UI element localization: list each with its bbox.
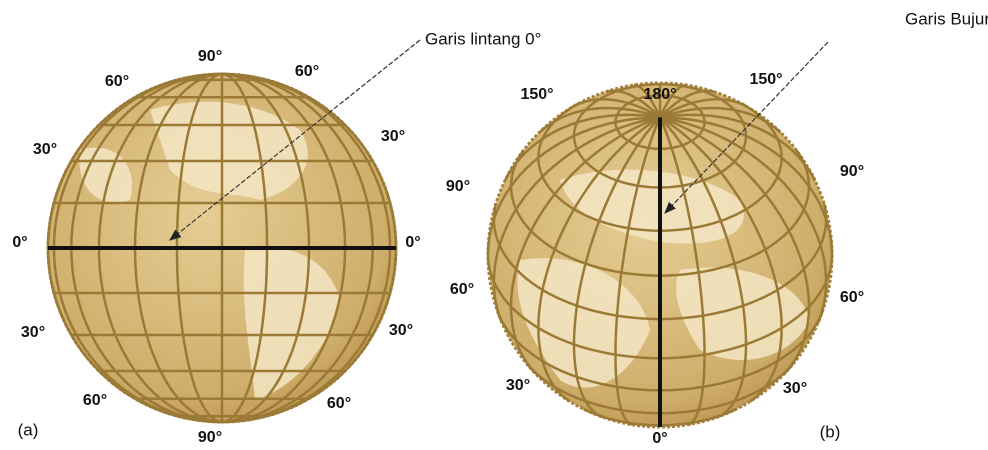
degree-label: 150° <box>520 86 553 103</box>
degree-label: 90° <box>198 48 222 65</box>
longitude-line <box>572 116 661 419</box>
longitude-line <box>659 116 783 403</box>
longitude-line <box>537 116 661 403</box>
degree-label: 60° <box>83 392 107 409</box>
longitude-line <box>659 116 834 256</box>
degree-label: 30° <box>389 322 413 339</box>
longitude-line <box>659 113 817 182</box>
longitude-line <box>509 116 661 375</box>
degree-label: 0° <box>405 234 420 251</box>
degree-label: 30° <box>21 324 45 341</box>
degree-label: 0° <box>652 430 667 447</box>
longitude-line <box>605 89 661 119</box>
degree-label: 60° <box>450 281 474 298</box>
longitude-line <box>614 116 662 426</box>
degree-label: 30° <box>783 380 807 397</box>
longitude-line <box>573 98 661 119</box>
longitude-line <box>492 116 661 324</box>
degree-label: 90° <box>446 178 470 195</box>
globe-label: (a) <box>18 420 39 439</box>
degree-label: 60° <box>105 73 129 90</box>
annotation-arrow <box>169 39 421 241</box>
longitude-line <box>486 116 661 256</box>
longitude-line <box>658 116 706 426</box>
degree-label: 30° <box>381 128 405 145</box>
degree-label: 90° <box>198 429 222 446</box>
landmass <box>243 247 340 400</box>
longitude-line <box>659 116 828 324</box>
longitude-line <box>658 83 687 118</box>
longitude-line <box>659 116 748 419</box>
globe-label: (b) <box>820 422 841 441</box>
degree-label: 90° <box>840 163 864 180</box>
degree-label: 150° <box>749 71 782 88</box>
landmass <box>560 169 744 244</box>
degree-label: 60° <box>327 395 351 412</box>
degree-label: 60° <box>295 63 319 80</box>
longitude-line <box>659 106 782 134</box>
longitude-line <box>659 116 811 375</box>
degree-label: 180° <box>643 86 676 103</box>
annotation: Garis Bujur 0° <box>905 9 988 28</box>
longitude-line <box>633 83 662 118</box>
degree-label: 30° <box>33 141 57 158</box>
degree-label: 30° <box>506 377 530 394</box>
degree-label: 60° <box>840 289 864 306</box>
longitude-line <box>659 89 715 119</box>
longitude-line <box>503 113 661 182</box>
longitude-line <box>538 106 661 134</box>
annotation-arrow <box>664 41 829 214</box>
longitude-line <box>659 98 747 119</box>
degree-label: 0° <box>12 234 27 251</box>
annotation: Garis lintang 0° <box>425 29 541 48</box>
